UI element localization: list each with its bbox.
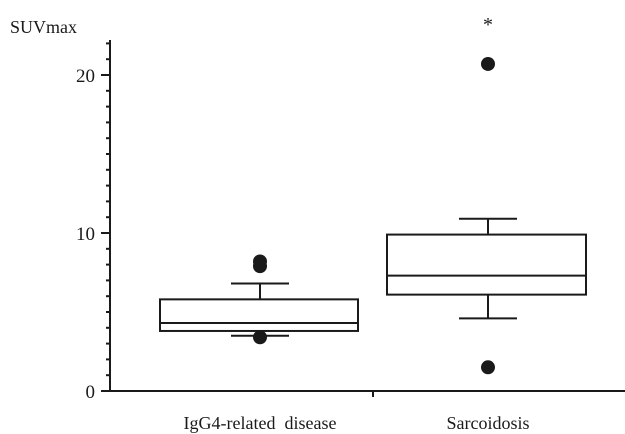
y-tick-label: 0 (86, 382, 96, 403)
boxes: * (159, 14, 587, 375)
outlier-point (481, 360, 495, 375)
box (386, 233, 587, 296)
box-group (159, 254, 359, 345)
x-tick-label: IgG4-related disease (184, 413, 337, 433)
outlier-point (253, 330, 267, 345)
outlier-point (481, 56, 495, 71)
y-tick-label: 20 (76, 66, 95, 87)
significance-annotation: * (483, 14, 493, 36)
outlier-point (253, 254, 267, 269)
y-tick-label: 10 (76, 224, 95, 245)
x-tick-label: Sarcoidosis (447, 413, 530, 433)
y-axis-label: SUVmax (10, 17, 77, 37)
box (159, 298, 359, 332)
axes: 0 10 20 (76, 40, 625, 403)
x-tick-labels: IgG4-related disease Sarcoidosis (184, 413, 530, 433)
box-group (386, 56, 587, 375)
